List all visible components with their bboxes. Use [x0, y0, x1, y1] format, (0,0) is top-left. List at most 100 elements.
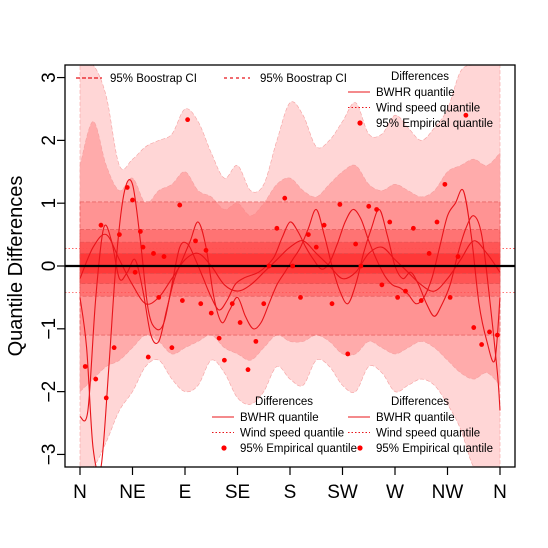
empirical-point	[471, 325, 477, 330]
x-tick-label: SE	[225, 482, 250, 503]
empirical-point	[137, 229, 143, 234]
empirical-point	[111, 345, 117, 351]
empirical-point	[145, 354, 151, 360]
empirical-point	[494, 332, 500, 338]
legend-label: BWHR quantile	[376, 87, 455, 99]
empirical-point	[93, 376, 99, 382]
empirical-point	[198, 301, 204, 307]
empirical-point	[403, 288, 408, 294]
empirical-point	[151, 251, 156, 256]
empirical-point	[418, 298, 424, 303]
empirical-point	[290, 263, 296, 269]
legend-label: BWHR quantile	[376, 412, 455, 424]
empirical-point	[298, 295, 303, 300]
legend-point-swatch	[221, 445, 227, 451]
empirical-point	[479, 342, 485, 347]
x-tick-label: N	[493, 482, 507, 503]
y-tick-label: 3	[39, 72, 60, 83]
y-tick-label: 0	[39, 261, 60, 272]
legend-label: Wind speed quantile	[376, 103, 480, 115]
empirical-point	[116, 232, 122, 237]
legend-label: Wind speed quantile	[376, 428, 480, 440]
legend-label: 95% Empirical quantile	[240, 443, 357, 455]
empirical-point	[321, 222, 327, 228]
empirical-point	[395, 295, 401, 300]
empirical-point	[455, 254, 461, 259]
empirical-point	[169, 345, 175, 351]
empirical-point	[313, 244, 319, 250]
empirical-point	[130, 197, 135, 203]
empirical-point	[379, 282, 385, 288]
legend-bottom-center: Differences BWHR quantile Wind speed quant…	[212, 396, 357, 455]
empirical-point	[305, 232, 311, 237]
empirical-point	[374, 207, 380, 212]
empirical-point	[229, 301, 235, 307]
empirical-point	[410, 225, 416, 231]
empirical-point	[82, 364, 88, 369]
empirical-point	[266, 263, 272, 269]
empirical-point	[216, 335, 222, 341]
y-tick-label: −1	[39, 318, 60, 340]
empirical-point	[337, 202, 343, 207]
axes: −3 −2 −1 0 1 2 3 N NE E SE S SW W NW N	[39, 72, 507, 503]
y-tick-label: 2	[39, 135, 60, 146]
x-tick-label: E	[179, 482, 192, 503]
legend-point-swatch	[357, 120, 363, 126]
empirical-point	[387, 219, 393, 225]
empirical-point	[98, 222, 104, 228]
empirical-point	[447, 295, 453, 300]
empirical-point	[329, 301, 335, 307]
legend-title: Differences	[391, 396, 449, 408]
legend-label: Wind speed quantile	[240, 428, 344, 440]
empirical-point	[193, 238, 198, 244]
empirical-point	[221, 357, 227, 363]
empirical-point	[345, 351, 351, 357]
legends: 95% Boostrap CI 95% Boostrap CI Difference…	[76, 71, 493, 455]
empirical-point	[237, 320, 243, 325]
y-tick-label: −2	[39, 381, 60, 403]
x-tick-label: N	[73, 482, 87, 503]
empirical-point	[463, 112, 469, 118]
legend-top-right: Differences BWHR quantile Wind speed quant…	[348, 71, 493, 130]
empirical-point	[140, 244, 146, 250]
series-line-1	[79, 208, 501, 422]
legend-point-swatch	[357, 445, 363, 451]
empirical-point	[177, 202, 183, 208]
y-axis-title: Quantile Differences	[5, 176, 27, 357]
empirical-point	[434, 219, 440, 225]
empirical-point	[132, 269, 138, 275]
empirical-point	[179, 298, 185, 303]
legend-bottom-right: Differences BWHR quantile Wind speed quant…	[348, 396, 493, 455]
series-line-2	[79, 233, 501, 305]
empirical-point	[124, 185, 130, 190]
x-tick-label: SW	[327, 482, 358, 503]
legend-ci-label: 95% Boostrap CI	[110, 73, 197, 85]
empirical-point	[245, 367, 251, 373]
legend-label: BWHR quantile	[240, 412, 319, 424]
empirical-point	[274, 225, 280, 231]
plot-area	[65, 65, 515, 467]
y-tick-label: −3	[39, 444, 60, 466]
empirical-point	[358, 263, 364, 269]
empirical-point	[487, 329, 492, 335]
x-tick-label: S	[284, 482, 297, 503]
empirical-point	[261, 301, 267, 307]
legend-ci-label: 95% Boostrap CI	[260, 73, 347, 85]
y-tick-label: 1	[39, 198, 60, 209]
x-tick-label: W	[386, 482, 404, 503]
x-tick-label: NW	[432, 482, 464, 503]
empirical-point	[203, 247, 209, 253]
empirical-point	[103, 395, 109, 401]
legend-label: 95% Empirical quantile	[376, 118, 493, 130]
legend-top-ci: 95% Boostrap CI 95% Boostrap CI	[76, 73, 347, 85]
empirical-point	[156, 295, 162, 300]
legend-title: Differences	[391, 71, 449, 83]
empirical-point	[366, 203, 372, 209]
empirical-point	[185, 117, 191, 123]
legend-title: Differences	[255, 396, 313, 408]
legend-label: 95% Empirical quantile	[376, 443, 493, 455]
empirical-point	[426, 251, 432, 256]
empirical-point	[282, 195, 288, 201]
empirical-point	[353, 241, 359, 247]
